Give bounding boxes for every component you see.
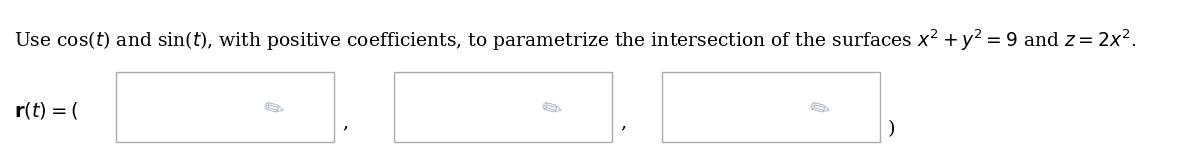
FancyBboxPatch shape: [115, 72, 334, 142]
Text: ,: ,: [620, 113, 626, 131]
Text: ✏: ✏: [805, 96, 832, 124]
Text: ,: ,: [342, 113, 348, 131]
FancyBboxPatch shape: [661, 72, 880, 142]
Text: ✏: ✏: [538, 96, 564, 124]
Text: Use cos($t$) and sin($t$), with positive coefficients, to parametrize the inters: Use cos($t$) and sin($t$), with positive…: [14, 28, 1136, 53]
Text: $\mathbf{r}$$(t) = ($: $\mathbf{r}$$(t) = ($: [14, 100, 79, 121]
Text: ✏: ✏: [259, 96, 286, 124]
FancyBboxPatch shape: [394, 72, 612, 142]
Text: ): ): [888, 120, 895, 138]
